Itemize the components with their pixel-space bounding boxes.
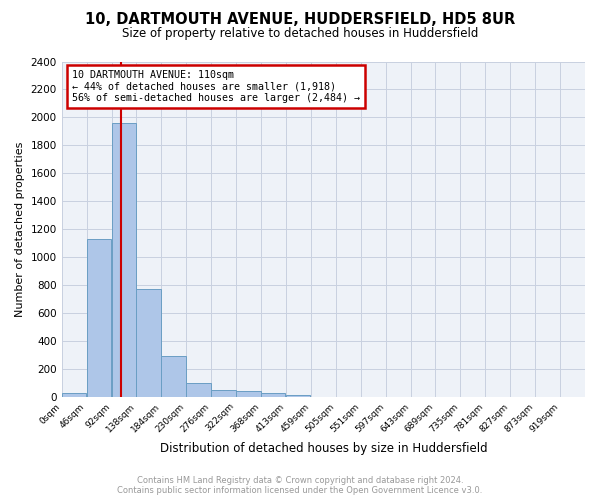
Bar bbox=[62, 392, 86, 396]
Bar bbox=[236, 391, 260, 396]
Bar bbox=[186, 383, 211, 396]
X-axis label: Distribution of detached houses by size in Huddersfield: Distribution of detached houses by size … bbox=[160, 442, 487, 455]
Text: Contains HM Land Registry data © Crown copyright and database right 2024.
Contai: Contains HM Land Registry data © Crown c… bbox=[118, 476, 482, 495]
Bar bbox=[161, 356, 186, 397]
Bar bbox=[112, 123, 136, 396]
Text: 10 DARTMOUTH AVENUE: 110sqm
← 44% of detached houses are smaller (1,918)
56% of : 10 DARTMOUTH AVENUE: 110sqm ← 44% of det… bbox=[72, 70, 360, 103]
Bar bbox=[86, 239, 111, 396]
Text: Size of property relative to detached houses in Huddersfield: Size of property relative to detached ho… bbox=[122, 28, 478, 40]
Text: 10, DARTMOUTH AVENUE, HUDDERSFIELD, HD5 8UR: 10, DARTMOUTH AVENUE, HUDDERSFIELD, HD5 … bbox=[85, 12, 515, 28]
Y-axis label: Number of detached properties: Number of detached properties bbox=[15, 142, 25, 317]
Bar bbox=[286, 394, 310, 396]
Bar bbox=[211, 390, 236, 396]
Bar bbox=[136, 289, 161, 397]
Bar bbox=[261, 392, 286, 396]
